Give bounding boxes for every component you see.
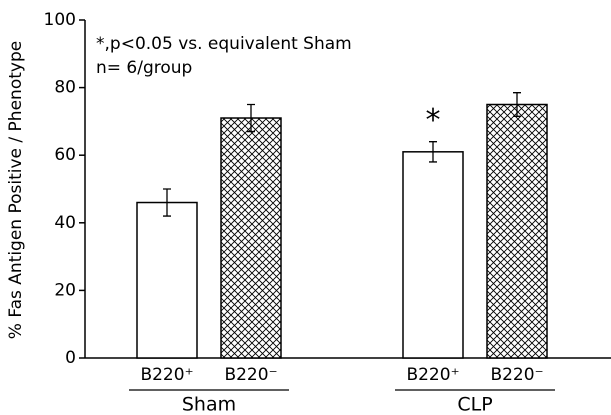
group-label: Sham [182,394,236,415]
group-label: CLP [457,394,492,415]
error-bar [513,92,521,117]
y-tick-label: 60 [54,145,76,165]
annotation: n= 6/group [96,58,192,78]
bar-label: B220⁺ [140,365,193,385]
error-bar [247,103,255,133]
y-tick-label: 100 [44,10,76,30]
significance-marker: * [426,103,441,138]
y-tick-label: 20 [54,280,76,300]
bar [220,117,282,359]
y-axis-label: % Fas Antigen Positive / Phenotype [6,41,26,339]
y-tick-label: 0 [65,348,76,368]
y-tick-label: 40 [54,213,76,233]
bar [486,103,548,359]
bar [136,201,198,359]
bar [402,151,464,359]
bar-label: B220⁺ [406,365,459,385]
y-tick-label: 80 [54,78,76,98]
bar-label: B220⁻ [224,365,277,385]
annotation: *,p<0.05 vs. equivalent Sham [96,34,352,54]
error-bar [163,188,171,217]
bar-label: B220⁻ [490,365,543,385]
error-bar [429,141,437,163]
